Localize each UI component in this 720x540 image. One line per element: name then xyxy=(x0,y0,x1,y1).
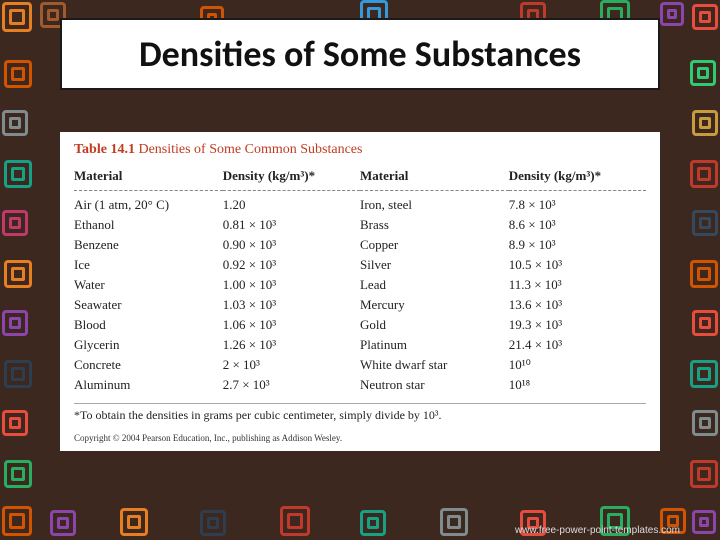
page-title: Densities of Some Substances xyxy=(139,32,581,76)
decor-square xyxy=(4,260,32,288)
col-header-density-1: Density (kg/m³)* xyxy=(223,164,360,191)
cell-material: Platinum xyxy=(360,335,509,355)
table-row: Aluminum2.7 × 10³Neutron star10¹⁸ xyxy=(74,375,646,395)
decor-square xyxy=(692,210,718,236)
table-caption-label: Table 14.1 xyxy=(74,142,135,157)
table-row: Air (1 atm, 20° C)1.20Iron, steel7.8 × 1… xyxy=(74,191,646,216)
copyright-text: Copyright © 2004 Pearson Education, Inc.… xyxy=(74,433,646,443)
density-table: Material Density (kg/m³)* Material Densi… xyxy=(74,164,646,395)
decor-square xyxy=(692,510,716,534)
table-caption-text: Densities of Some Common Substances xyxy=(138,142,362,157)
table-row: Blood1.06 × 10³Gold19.3 × 10³ xyxy=(74,315,646,335)
cell-density: 19.3 × 10³ xyxy=(509,315,646,335)
cell-density: 10¹⁰ xyxy=(509,355,646,375)
cell-density: 8.9 × 10³ xyxy=(509,235,646,255)
cell-density: 1.20 xyxy=(223,191,360,216)
decor-square xyxy=(4,160,32,188)
cell-density: 0.90 × 10³ xyxy=(223,235,360,255)
cell-density: 13.6 × 10³ xyxy=(509,295,646,315)
decor-square xyxy=(692,4,718,30)
cell-material: Benzene xyxy=(74,235,223,255)
cell-material: Water xyxy=(74,275,223,295)
decor-square xyxy=(200,510,226,536)
table-row: Water1.00 × 10³Lead11.3 × 10³ xyxy=(74,275,646,295)
cell-density: 11.3 × 10³ xyxy=(509,275,646,295)
cell-material: Gold xyxy=(360,315,509,335)
cell-density: 10.5 × 10³ xyxy=(509,255,646,275)
cell-material: Lead xyxy=(360,275,509,295)
decor-square xyxy=(440,508,468,536)
decor-square xyxy=(2,2,32,32)
decor-square xyxy=(50,510,76,536)
cell-material: Concrete xyxy=(74,355,223,375)
decor-square xyxy=(4,60,32,88)
decor-square xyxy=(692,410,718,436)
decor-square xyxy=(2,310,28,336)
decor-square xyxy=(2,410,28,436)
table-caption: Table 14.1 Densities of Some Common Subs… xyxy=(74,142,646,158)
decor-square xyxy=(690,160,718,188)
cell-density: 1.06 × 10³ xyxy=(223,315,360,335)
watermark-text: www.free-power-point-templates.com xyxy=(515,525,680,536)
cell-material: Ethanol xyxy=(74,215,223,235)
decor-square xyxy=(2,110,28,136)
col-header-density-2: Density (kg/m³)* xyxy=(509,164,646,191)
cell-density: 21.4 × 10³ xyxy=(509,335,646,355)
cell-material: Seawater xyxy=(74,295,223,315)
cell-material: Neutron star xyxy=(360,375,509,395)
cell-density: 0.81 × 10³ xyxy=(223,215,360,235)
cell-material: Glycerin xyxy=(74,335,223,355)
table-footnote: *To obtain the densities in grams per cu… xyxy=(74,403,646,423)
decor-square xyxy=(692,310,718,336)
decor-square xyxy=(280,506,310,536)
cell-material: Silver xyxy=(360,255,509,275)
table-row: Seawater1.03 × 10³Mercury13.6 × 10³ xyxy=(74,295,646,315)
cell-density: 2.7 × 10³ xyxy=(223,375,360,395)
decor-square xyxy=(692,110,718,136)
cell-density: 2 × 10³ xyxy=(223,355,360,375)
table-row: Ethanol0.81 × 10³Brass8.6 × 10³ xyxy=(74,215,646,235)
table-row: Benzene0.90 × 10³Copper8.9 × 10³ xyxy=(74,235,646,255)
decor-square xyxy=(2,506,32,536)
decor-square xyxy=(660,2,684,26)
decor-square xyxy=(690,60,716,86)
decor-square xyxy=(360,510,386,536)
cell-material: Aluminum xyxy=(74,375,223,395)
cell-density: 8.6 × 10³ xyxy=(509,215,646,235)
decor-square xyxy=(4,460,32,488)
table-row: Concrete2 × 10³White dwarf star10¹⁰ xyxy=(74,355,646,375)
cell-density: 1.26 × 10³ xyxy=(223,335,360,355)
cell-material: Ice xyxy=(74,255,223,275)
decor-square xyxy=(120,508,148,536)
col-header-material-1: Material xyxy=(74,164,223,191)
cell-material: Brass xyxy=(360,215,509,235)
cell-density: 1.00 × 10³ xyxy=(223,275,360,295)
cell-material: Copper xyxy=(360,235,509,255)
cell-density: 10¹⁸ xyxy=(509,375,646,395)
cell-material: White dwarf star xyxy=(360,355,509,375)
decor-square xyxy=(690,360,718,388)
decor-square xyxy=(4,360,32,388)
cell-material: Air (1 atm, 20° C) xyxy=(74,191,223,216)
cell-material: Mercury xyxy=(360,295,509,315)
decor-square xyxy=(2,210,28,236)
table-panel: Table 14.1 Densities of Some Common Subs… xyxy=(60,132,660,451)
cell-density: 0.92 × 10³ xyxy=(223,255,360,275)
table-row: Glycerin1.26 × 10³Platinum21.4 × 10³ xyxy=(74,335,646,355)
decor-square xyxy=(690,460,718,488)
cell-material: Iron, steel xyxy=(360,191,509,216)
cell-density: 1.03 × 10³ xyxy=(223,295,360,315)
col-header-material-2: Material xyxy=(360,164,509,191)
cell-density: 7.8 × 10³ xyxy=(509,191,646,216)
cell-material: Blood xyxy=(74,315,223,335)
table-row: Ice0.92 × 10³Silver10.5 × 10³ xyxy=(74,255,646,275)
decor-square xyxy=(690,260,718,288)
title-box: Densities of Some Substances xyxy=(60,18,660,90)
